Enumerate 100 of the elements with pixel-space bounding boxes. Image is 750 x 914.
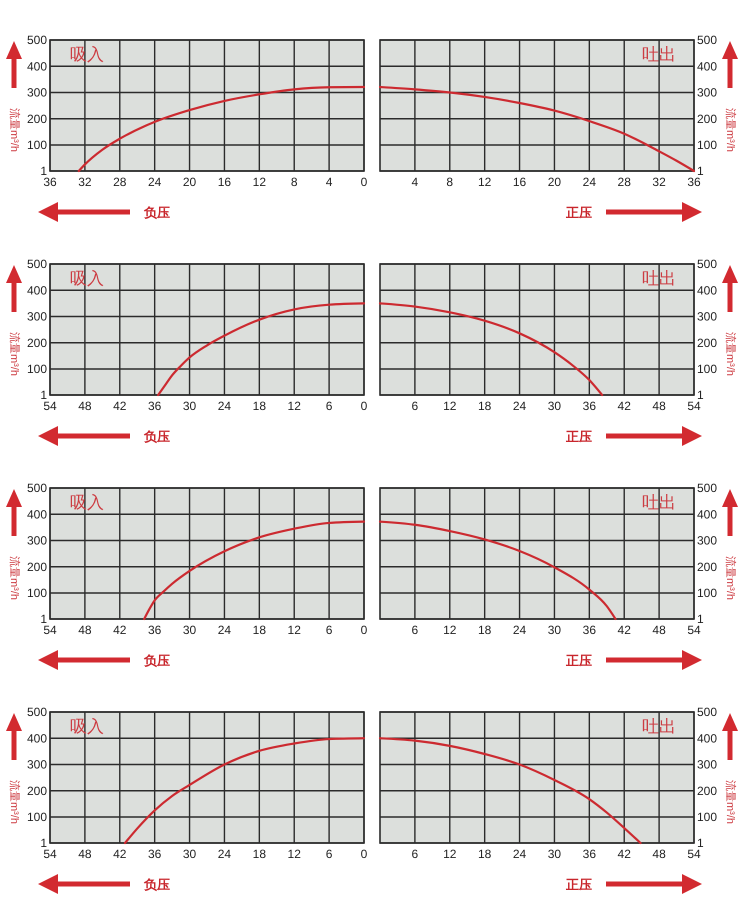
x-tick-label: 8: [290, 175, 298, 189]
y2-tick-label: 400: [697, 59, 718, 74]
x-tick-label: 42: [618, 399, 632, 413]
annotation: 吐出: [642, 269, 676, 288]
x-tick-label: 30: [548, 623, 562, 637]
x-axis-title: 负压: [143, 877, 170, 892]
x-tick-label: 28: [113, 175, 127, 189]
x-tick-label: 8: [446, 175, 454, 189]
line-series: [378, 737, 642, 844]
y2-axis-title: 流量m³/h: [724, 556, 738, 600]
y-tick-label: 100: [26, 586, 48, 600]
x-axis-title: 负压: [143, 205, 170, 220]
x-tick-label: 16: [218, 175, 232, 189]
x-tick-label: 48: [652, 399, 666, 413]
y2-tick-label: 1: [697, 164, 704, 178]
y2-tick-label: 200: [697, 112, 718, 126]
y-tick-label: 100: [26, 362, 48, 376]
y-tick-label: 300: [26, 310, 48, 324]
annotation: 吐出: [642, 717, 676, 736]
x-tick-label: 30: [182, 623, 197, 637]
x-axis-title: 正压: [565, 205, 592, 220]
x-tick-label: 12: [288, 399, 302, 413]
x-tick-label: 54: [43, 623, 57, 637]
x-tick-label: 4: [412, 175, 419, 189]
line-series: [378, 302, 604, 396]
y-axis-title: 流量m³/h: [8, 108, 22, 152]
x-tick-label: 28: [618, 175, 632, 189]
x-tick-label: 36: [148, 847, 162, 861]
x-tick-label: 42: [113, 399, 127, 413]
y-tick-label: 200: [26, 784, 48, 798]
x-axis-title: 正压: [565, 877, 592, 892]
line-series: [143, 520, 366, 620]
y-tick-label: 400: [26, 283, 48, 298]
y2-tick-label: 300: [697, 86, 718, 100]
x-tick-label: 12: [288, 847, 302, 861]
y2-tick-label: 400: [697, 507, 718, 522]
x-tick-label: 0: [360, 175, 368, 189]
x-tick-label: 0: [360, 847, 368, 861]
x-tick-label: 12: [443, 623, 457, 637]
x-axis-title: 正压: [565, 429, 592, 444]
x-tick-label: 36: [43, 175, 57, 189]
x-tick-label: 12: [288, 623, 302, 637]
x-tick-label: 6: [326, 847, 333, 861]
x-tick-label: 48: [652, 623, 666, 637]
y-tick-label: 500: [26, 257, 48, 271]
y2-tick-label: 300: [697, 534, 718, 548]
x-tick-label: 18: [478, 399, 492, 413]
x-tick-label: 36: [582, 847, 596, 861]
y-axis-title: 流量m³/h: [8, 780, 22, 824]
x-tick-label: 0: [360, 623, 368, 637]
y2-tick-label: 100: [697, 586, 718, 600]
x-tick-label: 48: [78, 847, 92, 861]
x-tick-label: 24: [148, 175, 162, 189]
x-tick-label: 36: [687, 175, 701, 189]
annotation: 吐出: [642, 493, 676, 512]
y2-tick-label: 400: [697, 283, 718, 298]
annotation: 吐出: [642, 45, 676, 64]
line-series: [378, 520, 617, 620]
line-series: [124, 737, 366, 844]
x-tick-label: 30: [182, 847, 197, 861]
y-tick-label: 200: [26, 560, 48, 574]
y-tick-label: 100: [26, 810, 48, 824]
y-tick-label: 1: [40, 388, 48, 402]
x-tick-label: 48: [652, 847, 666, 861]
x-tick-label: 6: [326, 623, 333, 637]
x-tick-label: 36: [582, 623, 596, 637]
y-tick-label: 200: [26, 112, 48, 126]
x-tick-label: 42: [113, 623, 127, 637]
x-tick-label: 0: [360, 399, 368, 413]
x-tick-label: 30: [548, 847, 562, 861]
x-tick-label: 54: [43, 399, 57, 413]
x-tick-label: 12: [443, 399, 457, 413]
x-tick-label: 48: [78, 399, 92, 413]
x-tick-label: 20: [182, 175, 197, 189]
x-tick-label: 6: [412, 623, 419, 637]
x-tick-label: 54: [687, 399, 701, 413]
x-tick-label: 32: [652, 175, 666, 189]
y2-tick-label: 200: [697, 560, 718, 574]
y2-tick-label: 300: [697, 310, 718, 324]
y2-tick-label: 500: [697, 33, 718, 47]
x-tick-label: 12: [443, 847, 457, 861]
x-tick-label: 30: [548, 399, 562, 413]
line-series: [157, 302, 366, 396]
x-tick-label: 36: [148, 399, 162, 413]
x-tick-label: 24: [512, 847, 527, 861]
y-axis-title: 流量m³/h: [8, 332, 22, 376]
y-tick-label: 400: [26, 59, 48, 74]
y-tick-label: 200: [26, 336, 48, 350]
y2-tick-label: 500: [697, 481, 718, 495]
y2-tick-label: 300: [697, 758, 718, 772]
y-tick-label: 400: [26, 731, 48, 746]
x-tick-label: 42: [618, 623, 632, 637]
x-tick-label: 12: [478, 175, 492, 189]
y-tick-label: 500: [26, 705, 48, 719]
x-tick-label: 54: [687, 847, 701, 861]
x-tick-label: 24: [512, 623, 527, 637]
line-series: [78, 86, 366, 172]
x-tick-label: 6: [326, 399, 333, 413]
x-tick-label: 24: [218, 399, 232, 413]
x-tick-label: 12: [252, 175, 266, 189]
